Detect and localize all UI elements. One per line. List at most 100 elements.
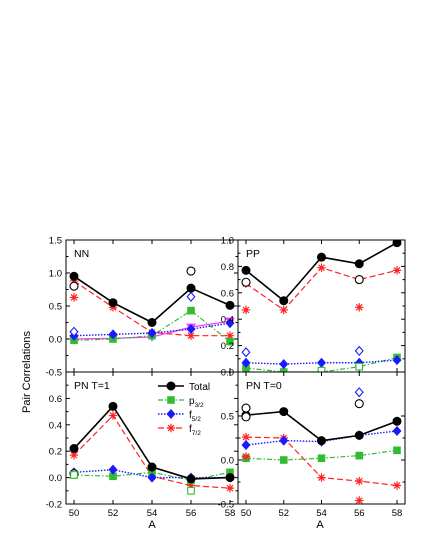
y-tick-label: -0.5 [218,500,234,511]
x-tick-label: 50 [69,508,80,519]
x-tick-label: 50 [241,508,252,519]
series-line-p32 [245,356,398,372]
point-f52 [186,324,196,335]
open-point-f72 [355,496,364,504]
point-f72 [186,481,196,490]
panel-data [69,266,235,346]
point-total [147,462,157,472]
point-total [108,401,118,411]
y-tick-label: -0.5 [46,368,62,379]
point-f72 [225,483,235,493]
open-point-total [186,266,196,276]
open-point-total [241,412,251,422]
y-tick-label: 0.2 [49,447,62,458]
panel-title: PN T=1 [74,380,110,392]
legend-marker-total [166,381,176,391]
legend-label-p32: p3/2 [189,396,204,409]
series-line-total [73,275,231,324]
panel-data [69,401,235,495]
point-f72 [279,305,288,315]
point-total [354,430,364,440]
point-f72 [69,276,79,286]
point-total [279,407,289,417]
point-f72 [317,263,326,272]
open-point-p32 [70,471,78,479]
point-f52 [225,318,235,329]
y-tick-label: 0.4 [221,315,234,326]
legend-marker-p32 [167,396,175,404]
legend-marker-f72 [166,423,176,433]
point-f72 [225,331,235,340]
panel-title: PP [246,248,260,260]
x-tick-label: 58 [225,508,236,519]
panel-pn-t-1: 50 52 54 56 58 -0.2 0.0 0.2 0.4 0.6 PN T=1 Total p3/… [46,371,239,519]
point-total [186,474,196,484]
legend-subscript: 5/2 [192,416,201,423]
open-point-f72 [355,303,364,312]
legend-label-f52: f5/2 [189,410,201,423]
point-f52 [108,464,118,475]
point-total [241,265,251,275]
point-total [317,436,326,446]
open-point-p32 [355,362,364,371]
open-point-f72 [241,452,251,461]
open-point-p32 [317,366,326,372]
point-f72 [108,411,118,420]
point-f52 [108,329,118,340]
point-total [186,283,196,293]
point-total [279,296,289,306]
point-p32 [187,306,195,315]
x-tick-label: 54 [147,508,158,519]
panel-nn: -0.5 0.0 0.5 1.0 1.5 NN [46,236,239,379]
y-tick-label: 0.0 [221,368,234,379]
panel-frame [65,239,239,373]
legend-marker-f52 [166,408,176,420]
point-total [225,300,235,310]
point-f52 [241,439,251,451]
point-f72 [392,481,402,490]
legend-label-total: Total [189,382,210,393]
open-point-f52 [241,347,251,358]
open-point-total [69,281,79,291]
panel-title: PN T=0 [246,380,282,392]
legend-subscript: 3/2 [195,402,204,409]
chart-panels: -0.5 0.0 0.5 1.0 1.5 NN 0.0 0.2 0.4 0.6 0.8 1.0 PP 50… [46,236,406,519]
point-p32 [317,454,326,463]
y-tick-label: 0.2 [221,341,234,352]
open-point-f52 [354,345,364,357]
point-f72 [186,331,196,340]
y-tick-label: 0.0 [49,473,62,484]
x-tick-label: 54 [316,508,327,519]
point-f52 [147,328,157,339]
y-tick-label: 1.0 [49,269,62,280]
panel-pp: 0.0 0.2 0.4 0.6 0.8 1.0 PP [221,236,406,379]
point-total [147,318,157,327]
point-total [69,271,79,281]
y-axis-label: Pair Correlations [21,331,33,413]
point-p32 [393,446,401,455]
point-total [392,240,402,248]
x-axis-label-left: A [148,519,156,531]
y-tick-label: 0.8 [221,262,234,273]
point-f52 [279,435,289,446]
y-tick-label: 0.0 [221,456,234,467]
x-tick-label: 52 [278,508,289,519]
open-point-f52 [69,326,79,337]
point-total [392,416,402,426]
point-f52 [147,472,157,483]
open-point-total [354,399,364,409]
point-total [225,473,235,483]
y-tick-label: 0.4 [49,420,62,431]
open-point-f52 [354,387,364,398]
point-p32 [226,337,234,346]
point-f72 [241,432,251,442]
x-axis-label-right: A [316,519,324,531]
point-f72 [392,266,402,275]
x-tick-label: 58 [392,508,403,519]
open-point-total [354,275,364,285]
y-tick-label: 1.5 [49,236,62,247]
point-total [354,259,364,269]
point-total [317,252,326,262]
legend-subscript: 7/2 [192,430,201,437]
